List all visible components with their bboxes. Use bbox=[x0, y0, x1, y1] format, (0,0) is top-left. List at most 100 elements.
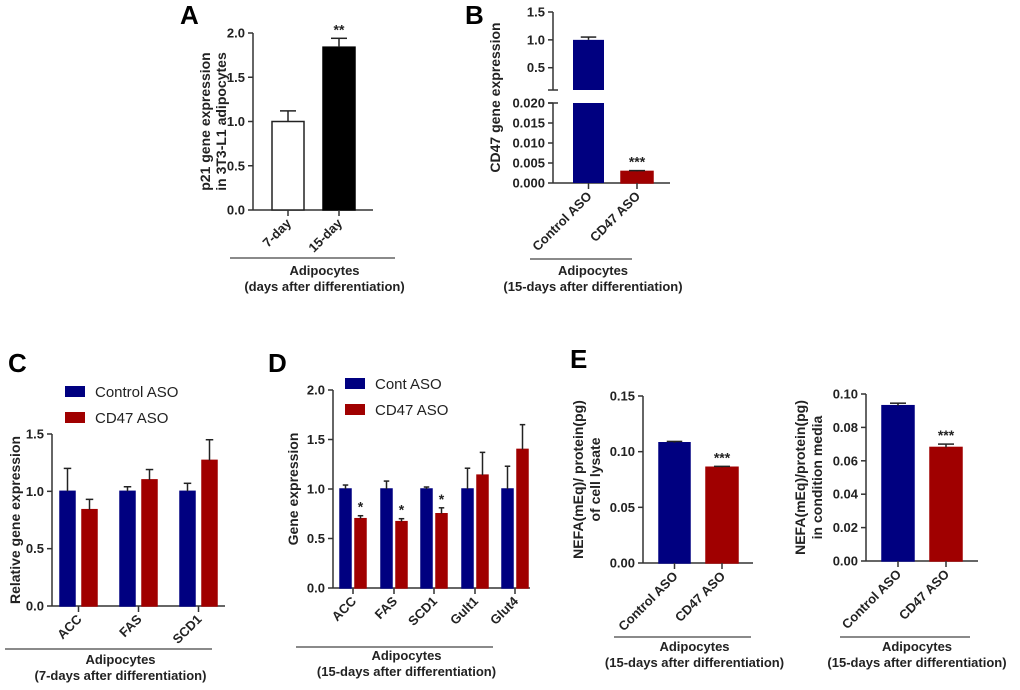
y-tick-label: 0.06 bbox=[833, 453, 858, 468]
y-tick-label: 1.0 bbox=[227, 114, 245, 129]
x-tick-label: 15-day bbox=[305, 215, 345, 255]
bar-control bbox=[420, 488, 433, 589]
group-label: (7-days after differentiation) bbox=[35, 668, 207, 683]
y-tick-label: 0.02 bbox=[833, 520, 858, 535]
x-tick-label: Gult1 bbox=[447, 594, 481, 628]
y-tick-label: 1.0 bbox=[26, 484, 44, 499]
bar bbox=[881, 404, 915, 562]
bar-control bbox=[501, 488, 514, 589]
legend-label: Control ASO bbox=[95, 384, 178, 401]
group-label: (15-days after differentiation) bbox=[605, 655, 784, 670]
panel-letter: A bbox=[180, 0, 199, 30]
x-tick-label: CD47 ASO bbox=[587, 189, 643, 245]
bar-control bbox=[119, 490, 136, 607]
bar bbox=[573, 103, 604, 183]
bar-cd47 bbox=[81, 508, 98, 607]
panel-letter: C bbox=[8, 348, 27, 378]
y-tick-label: 0.5 bbox=[527, 60, 545, 75]
bar bbox=[322, 46, 356, 211]
group-label: (days after differentiation) bbox=[244, 279, 404, 294]
bar-cd47 bbox=[476, 474, 489, 589]
y-tick-label: 0.10 bbox=[610, 444, 635, 459]
x-tick-label: SCD1 bbox=[169, 612, 204, 647]
group-label: (15-days after differentiation) bbox=[503, 279, 682, 294]
panel-d: D 0.0 0.5 1.0 1.5 2.0 Gene expression * ACC * FAS *… bbox=[268, 348, 530, 679]
bar bbox=[929, 446, 963, 562]
y-tick-label: 0.05 bbox=[610, 500, 635, 515]
y-tick-label: 0.5 bbox=[26, 541, 44, 556]
y-axis-label: in condition media bbox=[809, 415, 825, 539]
bar bbox=[705, 466, 739, 564]
y-tick-label: 0.000 bbox=[512, 176, 545, 191]
y-axis-label: of cell lysate bbox=[587, 437, 603, 521]
y-tick-label: 0.5 bbox=[227, 158, 245, 173]
group-label: Adipocytes bbox=[882, 639, 952, 654]
x-tick-label: ACC bbox=[54, 611, 85, 642]
panel-letter: E bbox=[570, 344, 587, 374]
x-tick-label: FAS bbox=[372, 593, 401, 622]
x-tick-label: Control ASO bbox=[839, 567, 904, 632]
group-label: Adipocytes bbox=[289, 263, 359, 278]
legend-label: CD47 ASO bbox=[375, 402, 448, 419]
bar bbox=[573, 39, 604, 90]
x-tick-label: Control ASO bbox=[615, 569, 680, 634]
group-label: Adipocytes bbox=[659, 639, 729, 654]
bar-control bbox=[461, 488, 474, 589]
bar-cd47 bbox=[201, 459, 218, 607]
y-tick-label: 0.020 bbox=[512, 96, 545, 111]
bar-cd47 bbox=[354, 517, 367, 589]
legend-swatch bbox=[345, 378, 365, 389]
bar bbox=[620, 170, 654, 184]
x-tick-label: Glut4 bbox=[487, 593, 522, 628]
x-tick-label: CD47 ASO bbox=[672, 569, 728, 625]
y-tick-label: 1.5 bbox=[527, 5, 545, 20]
x-tick-label: SCD1 bbox=[405, 594, 440, 629]
y-tick-label: 0.00 bbox=[833, 554, 858, 569]
y-axis-label: CD47 gene expression bbox=[487, 22, 503, 172]
x-tick-label: Control ASO bbox=[529, 189, 594, 254]
y-tick-label: 0.005 bbox=[512, 156, 545, 171]
y-tick-label: 0.00 bbox=[610, 556, 635, 571]
y-tick-label: 2.0 bbox=[307, 383, 325, 398]
y-axis-label: in 3T3-L1 adipocytes bbox=[213, 52, 229, 191]
panel-b: B 0.000 0.005 0.010 0.015 0.020 0.5 1.0 1.5 CD47 … bbox=[465, 0, 683, 294]
legend-swatch bbox=[65, 386, 85, 397]
y-tick-label: 0.04 bbox=[833, 487, 859, 502]
panel-e2: 0.00 0.02 0.04 0.06 0.08 0.10 NEFA(mEq)/protei… bbox=[792, 387, 1007, 671]
x-tick-label: FAS bbox=[116, 611, 145, 640]
significance-marker: *** bbox=[938, 427, 955, 443]
group-label: Adipocytes bbox=[558, 263, 628, 278]
y-tick-label: 0.015 bbox=[512, 116, 545, 131]
x-tick-label: ACC bbox=[329, 593, 360, 624]
significance-marker: *** bbox=[714, 449, 731, 465]
bar bbox=[271, 120, 305, 211]
bar-control bbox=[179, 490, 196, 607]
bar-cd47 bbox=[516, 448, 529, 589]
y-tick-label: 0.0 bbox=[227, 203, 245, 218]
y-tick-label: 0.5 bbox=[307, 531, 325, 546]
significance-marker: *** bbox=[629, 154, 646, 170]
legend-swatch bbox=[345, 404, 365, 415]
panel-e: E 0.00 0.05 0.10 0.15 NEFA(mEq)/ protein(pg) o… bbox=[570, 344, 784, 670]
y-axis-label: Gene expression bbox=[285, 433, 301, 546]
y-tick-label: 1.5 bbox=[26, 427, 44, 442]
y-tick-label: 2.0 bbox=[227, 26, 245, 41]
y-axis-label: NEFA(mEq)/ protein(pg) bbox=[570, 400, 586, 559]
bar-cd47 bbox=[395, 520, 408, 589]
group-label: Adipocytes bbox=[85, 652, 155, 667]
significance-marker: * bbox=[439, 491, 445, 507]
y-tick-label: 1.5 bbox=[307, 432, 325, 447]
y-tick-label: 1.5 bbox=[227, 70, 245, 85]
bar-cd47 bbox=[435, 513, 448, 589]
y-tick-label: 0.15 bbox=[610, 389, 635, 404]
significance-marker: * bbox=[399, 502, 405, 518]
y-tick-label: 0.0 bbox=[307, 581, 325, 596]
panel-a: A 0.0 0.5 1.0 1.5 2.0 p21 gene expression in 3T… bbox=[180, 0, 405, 294]
y-tick-label: 0.0 bbox=[26, 599, 44, 614]
legend-label: Cont ASO bbox=[375, 376, 442, 393]
bar bbox=[658, 442, 691, 564]
panel-letter: B bbox=[465, 0, 484, 30]
